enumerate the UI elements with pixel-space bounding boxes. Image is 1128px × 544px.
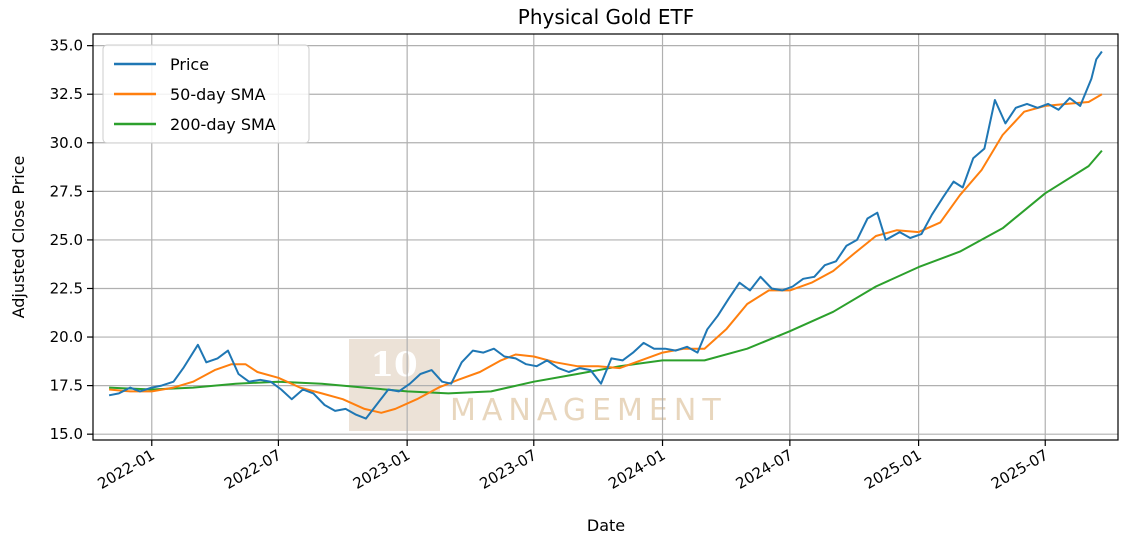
y-tick-label: 15.0 — [50, 425, 83, 443]
y-tick-label: 25.0 — [50, 231, 83, 249]
y-tick-label: 22.5 — [50, 279, 83, 297]
y-tick-label: 35.0 — [50, 37, 83, 55]
legend-box — [102, 44, 310, 144]
y-tick-label: 17.5 — [50, 377, 83, 395]
chart-title: Physical Gold ETF — [518, 5, 694, 29]
plot-frame — [92, 33, 1119, 441]
series-line-50-day-sma — [109, 93, 1103, 414]
x-axis-label: Date — [587, 516, 625, 535]
watermark: 10 MANAGEMENT — [349, 339, 727, 431]
y-tick-label: 30.0 — [50, 134, 83, 152]
y-axis-label: Adjusted Close Price — [9, 156, 28, 319]
legend-label: 50-day SMA — [170, 85, 266, 104]
y-tick-label: 32.5 — [50, 85, 83, 103]
series-line-200-day-sma — [109, 149, 1103, 395]
watermark-number: 10 — [370, 345, 417, 385]
y-tick-label: 20.0 — [50, 328, 83, 346]
series-line-price — [108, 50, 1103, 420]
legend-label: Price — [170, 55, 209, 74]
legend-label: 200-day SMA — [170, 115, 276, 134]
legend: Price 50-day SMA 200-day SMA — [102, 44, 310, 144]
y-tick-label: 27.5 — [50, 182, 83, 200]
watermark-box — [349, 339, 440, 431]
series-layer — [108, 50, 1103, 420]
watermark-word: MANAGEMENT — [450, 393, 727, 428]
